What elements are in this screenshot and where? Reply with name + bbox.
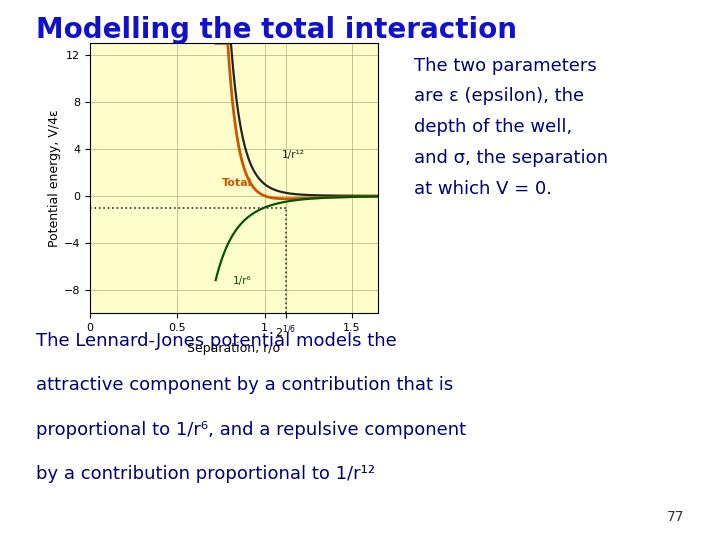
Text: Modelling the total interaction: Modelling the total interaction [36, 16, 517, 44]
Text: Total: Total [222, 178, 252, 188]
Y-axis label: Potential energy, V/4ε: Potential energy, V/4ε [48, 110, 61, 247]
Text: by a contribution proportional to 1/r¹²: by a contribution proportional to 1/r¹² [36, 465, 375, 483]
Text: proportional to 1/r⁶, and a repulsive component: proportional to 1/r⁶, and a repulsive co… [36, 421, 466, 438]
Text: attractive component by a contribution that is: attractive component by a contribution t… [36, 376, 454, 394]
Text: depth of the well,: depth of the well, [414, 118, 572, 136]
Text: The Lennard-Jones potential models the: The Lennard-Jones potential models the [36, 332, 397, 350]
Text: 1/r¹²: 1/r¹² [282, 150, 305, 160]
X-axis label: Separation, r/σ: Separation, r/σ [187, 342, 281, 355]
Text: at which V = 0.: at which V = 0. [414, 180, 552, 198]
Text: and σ, the separation: and σ, the separation [414, 149, 608, 167]
Text: are ε (epsilon), the: are ε (epsilon), the [414, 87, 584, 105]
Text: The two parameters: The two parameters [414, 57, 597, 75]
Text: 1/r⁶: 1/r⁶ [233, 276, 252, 286]
Text: 77: 77 [667, 510, 684, 524]
